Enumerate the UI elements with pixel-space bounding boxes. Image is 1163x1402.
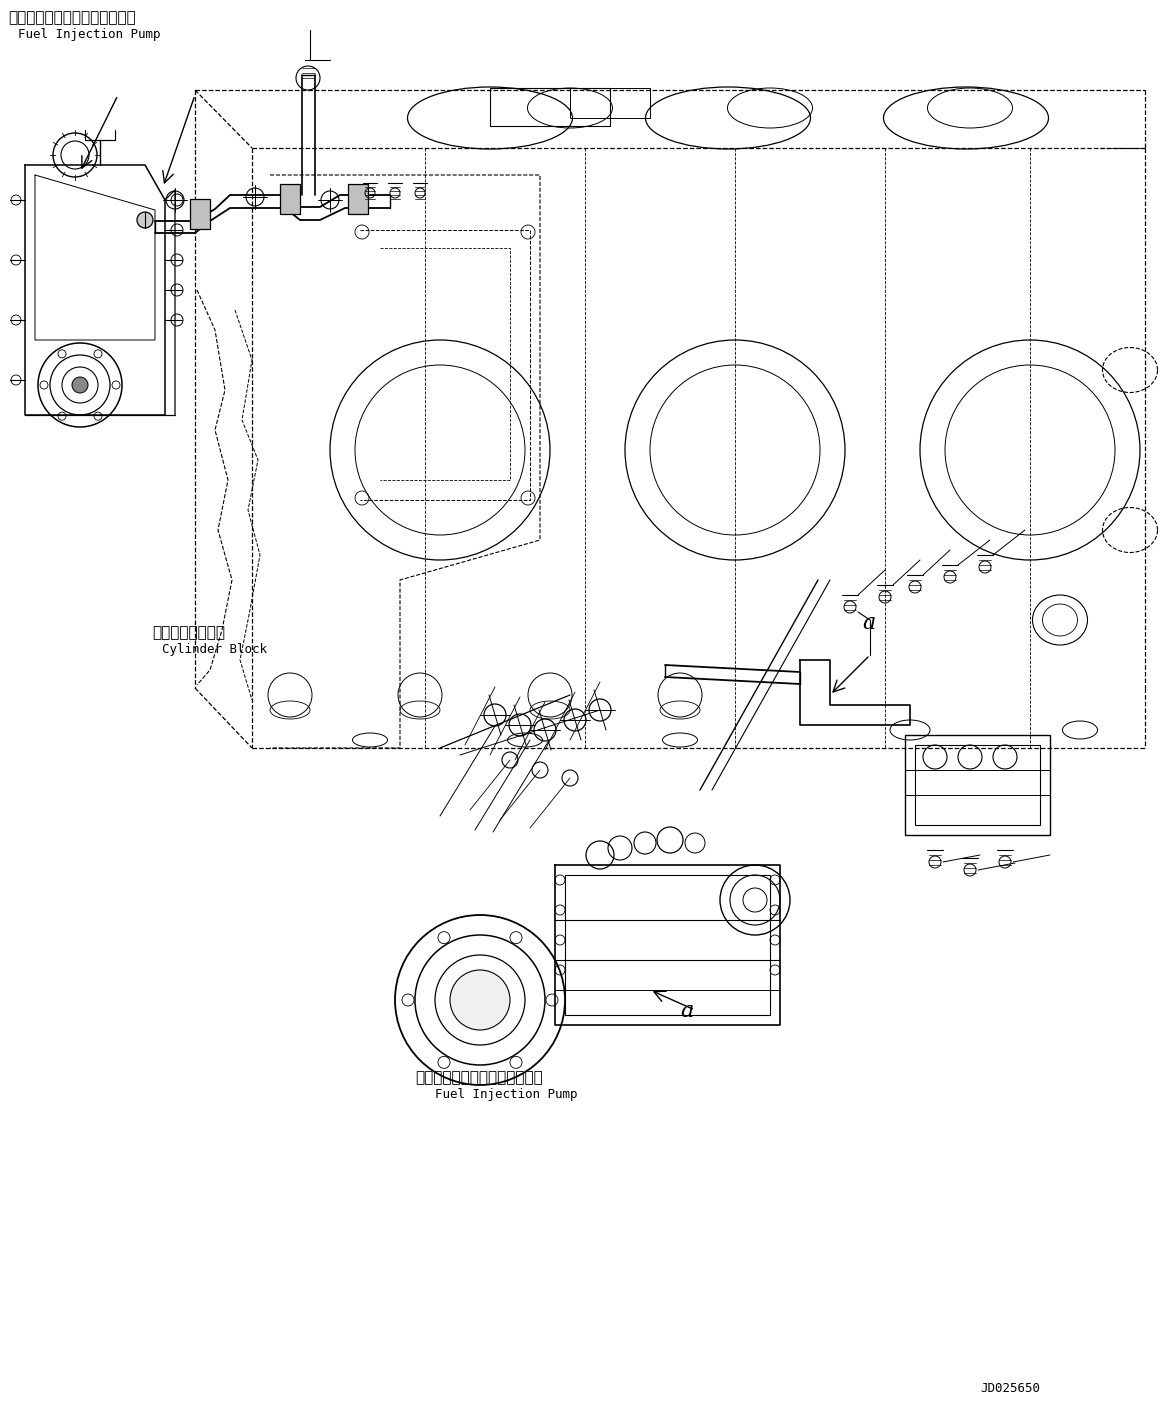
Text: a: a (862, 613, 876, 634)
Bar (490, 88, 611, 126)
Bar (190, 199, 211, 229)
Text: JD025650: JD025650 (980, 1382, 1040, 1395)
Text: シリンダブロック: シリンダブロック (152, 625, 224, 639)
Text: Cylinder Block: Cylinder Block (162, 644, 267, 656)
Text: a: a (680, 1000, 693, 1022)
Text: Fuel Injection Pump: Fuel Injection Pump (435, 1088, 578, 1101)
Bar (905, 735, 1050, 836)
Bar (570, 88, 650, 118)
Bar (280, 184, 300, 215)
Text: フェルインジェクションポンプ: フェルインジェクションポンプ (415, 1070, 543, 1085)
Circle shape (72, 377, 88, 393)
Circle shape (137, 212, 154, 229)
Circle shape (450, 970, 511, 1030)
Bar (915, 744, 1040, 824)
Text: フェルインジェクションポンプ: フェルインジェクションポンプ (8, 10, 136, 25)
Bar (348, 184, 368, 215)
Text: Fuel Injection Pump: Fuel Injection Pump (17, 28, 160, 41)
